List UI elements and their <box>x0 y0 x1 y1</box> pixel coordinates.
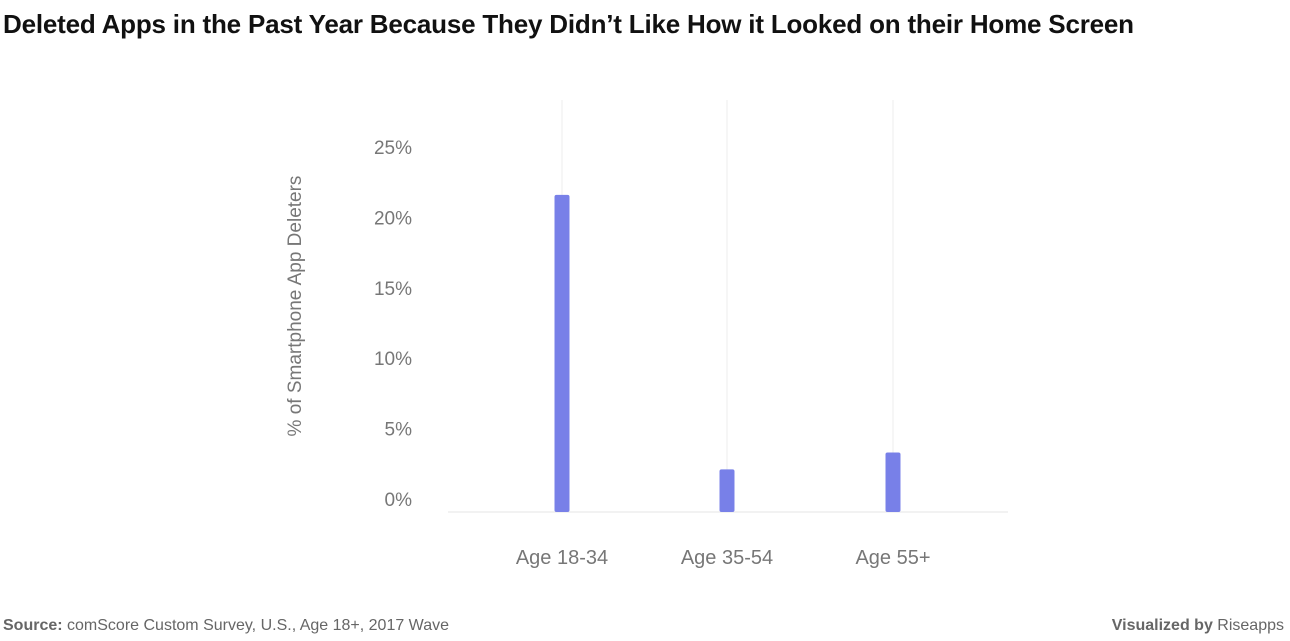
x-tick-label: Age 35-54 <box>681 547 773 569</box>
y-tick-label: 0% <box>385 490 413 511</box>
y-tick-label: 20% <box>374 208 412 229</box>
source-label: Source: <box>3 617 63 634</box>
credit-text: Riseapps <box>1217 617 1284 634</box>
y-tick-label: 25% <box>374 138 412 159</box>
chart-title: Deleted Apps in the Past Year Because Th… <box>3 9 1134 39</box>
x-tick-label: Age 18-34 <box>516 547 608 569</box>
y-tick-label: 15% <box>374 279 412 300</box>
bar-age-18-34 <box>554 194 570 512</box>
y-axis-title: % of Smartphone App Deleters <box>285 176 306 437</box>
credit-note: Visualized by Riseapps <box>1112 617 1284 635</box>
source-note: Source: comScore Custom Survey, U.S., Ag… <box>3 617 449 635</box>
y-tick-label: 5% <box>385 420 413 441</box>
y-tick-label: 10% <box>374 349 412 370</box>
bar-age-55- <box>885 452 901 512</box>
credit-label: Visualized by <box>1111 617 1213 634</box>
source-text: comScore Custom Survey, U.S., Age 18+, 2… <box>67 617 449 634</box>
bar-age-35-54 <box>719 469 735 512</box>
x-tick-label: Age 55+ <box>855 547 930 569</box>
